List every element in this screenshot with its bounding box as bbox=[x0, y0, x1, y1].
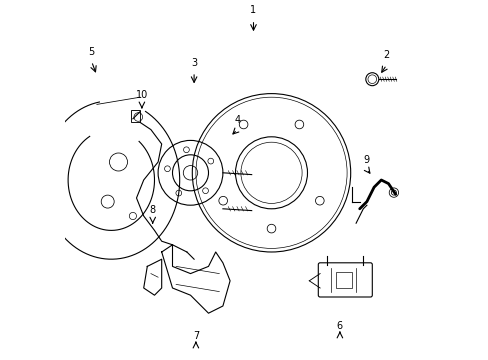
Text: 8: 8 bbox=[149, 205, 156, 215]
Bar bbox=[131, 110, 140, 122]
Text: 10: 10 bbox=[136, 90, 148, 100]
Text: 9: 9 bbox=[363, 155, 369, 165]
Text: 7: 7 bbox=[192, 331, 199, 341]
Text: 2: 2 bbox=[383, 50, 389, 60]
Text: 1: 1 bbox=[250, 5, 256, 15]
Text: 4: 4 bbox=[234, 115, 240, 125]
Text: 3: 3 bbox=[191, 58, 197, 68]
Text: 5: 5 bbox=[88, 47, 95, 57]
Bar bbox=[336, 272, 352, 288]
Text: 6: 6 bbox=[336, 321, 342, 331]
